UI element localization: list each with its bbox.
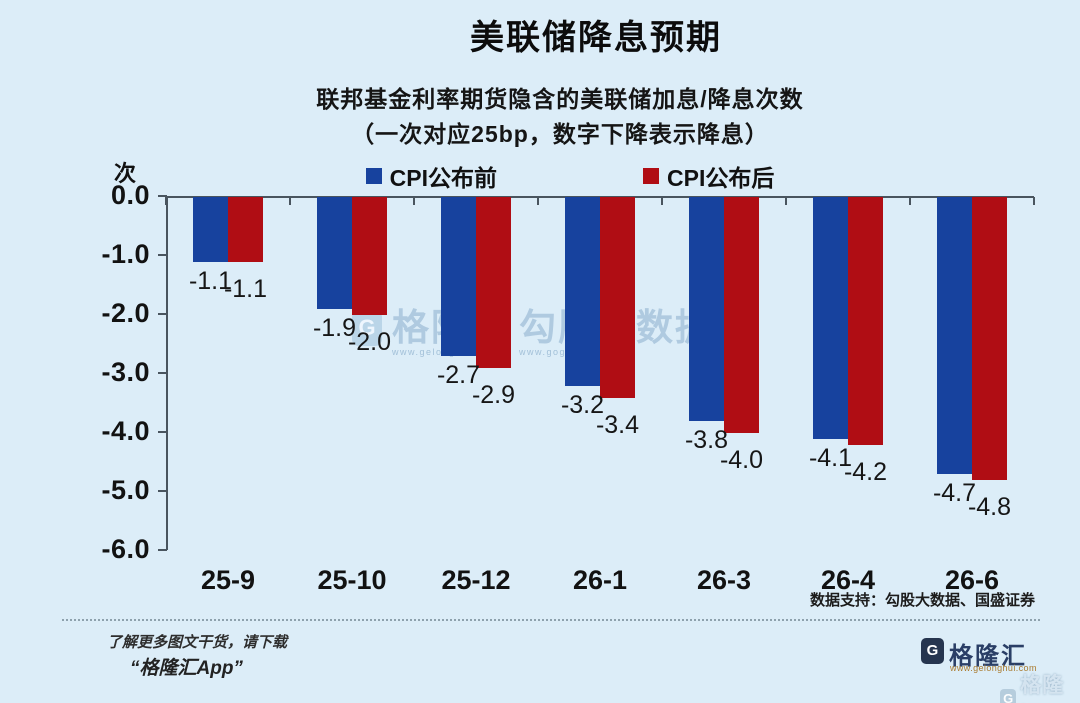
bar-label-after-25-10: -2.0 [347, 328, 392, 356]
bar-cpi-before-26-4 [813, 197, 848, 439]
center-watermark: G 格隆汇 www.gelonghui.com 勾股大数据 www.goguda… [352, 309, 714, 357]
bar-cpi-before-25-12 [441, 197, 476, 356]
x-axis-tick [413, 197, 415, 205]
x-axis-category-26-1: 26-1 [572, 565, 628, 595]
y-axis-tick [158, 195, 167, 197]
x-axis-tick [661, 197, 663, 205]
y-axis-tick-label: -1.0 [101, 239, 150, 269]
legend-swatch-after [643, 168, 659, 184]
bar-label-after-26-1: -3.4 [595, 411, 640, 439]
corner-watermark-text: 格隆汇 [1020, 674, 1065, 697]
bar-cpi-after-26-4 [848, 197, 883, 445]
bar-cpi-after-26-6 [972, 197, 1007, 480]
bar-label-after-26-6: -4.8 [967, 493, 1012, 521]
y-axis-tick [158, 372, 167, 374]
x-axis-category-25-10: 25-10 [317, 565, 387, 595]
bar-label-after-26-3: -4.0 [719, 446, 764, 474]
y-axis-tick [158, 490, 167, 492]
bar-label-before-25-9: -1.1 [188, 267, 233, 295]
legend-swatch-before [365, 168, 382, 184]
x-axis-category-25-9: 25-9 [200, 565, 256, 595]
bar-cpi-before-26-1 [565, 197, 600, 386]
y-axis-tick-label: -6.0 [101, 534, 150, 564]
x-axis-tick [537, 197, 539, 205]
dotted-separator [62, 619, 1040, 621]
x-axis-category-26-6: 26-6 [944, 565, 1000, 595]
bar-label-before-26-3: -3.8 [684, 426, 729, 454]
data-support-note: 数据支持：勾股大数据、国盛证券 [809, 592, 1035, 609]
y-axis-tick-label: -3.0 [101, 357, 150, 387]
y-axis-tick-label: 0.0 [110, 180, 150, 210]
chart-legend: CPI公布前 CPI公布后 [0, 159, 1080, 193]
bar-label-before-25-10: -1.9 [312, 314, 357, 342]
bar-cpi-before-26-3 [689, 197, 724, 421]
y-axis-tick [158, 549, 167, 551]
y-axis-tick [158, 431, 167, 433]
bar-cpi-before-25-10 [317, 197, 352, 309]
x-axis-tick [909, 197, 911, 205]
page-title: 美联储降息预期 [470, 19, 722, 57]
watermark-logo-icon: G [352, 310, 382, 346]
y-axis-tick-label: -2.0 [101, 298, 150, 328]
y-axis-line [166, 196, 168, 550]
x-axis-tick [1033, 197, 1035, 205]
legend-label-after: CPI公布后 [667, 165, 775, 191]
bar-cpi-after-26-3 [724, 197, 759, 433]
y-axis-tick-label: -5.0 [101, 475, 150, 505]
chart-subtitle-line1: 联邦基金利率期货隐含的美联储加息/降息次数 [316, 86, 804, 112]
gelonghui-brand-name: 格隆汇 [949, 643, 1027, 670]
bar-cpi-after-25-9 [228, 197, 263, 262]
bar-label-before-25-12: -2.7 [436, 361, 481, 389]
x-axis-tick [165, 197, 167, 205]
y-axis-tick [158, 313, 167, 315]
bar-cpi-before-26-6 [937, 197, 972, 474]
x-axis-tick [289, 197, 291, 205]
bar-label-before-26-4: -4.1 [808, 444, 853, 472]
x-axis-category-26-3: 26-3 [696, 565, 752, 595]
y-axis-tick-label: -4.0 [101, 416, 150, 446]
promo-text-line2: “格隆汇App” [130, 658, 243, 679]
bar-cpi-before-25-9 [193, 197, 228, 262]
bar-cpi-after-26-1 [600, 197, 635, 398]
x-axis-category-25-12: 25-12 [441, 565, 511, 595]
bar-cpi-after-25-12 [476, 197, 511, 368]
corner-watermark: G 格隆汇 [1000, 669, 1080, 703]
legend-label-before: CPI公布前 [389, 165, 497, 191]
bar-label-after-25-12: -2.9 [471, 381, 516, 409]
bar-label-before-26-6: -4.7 [932, 479, 977, 507]
bar-label-after-26-4: -4.2 [843, 458, 888, 486]
corner-watermark-logo-icon: G [1000, 689, 1017, 703]
y-axis-tick [158, 254, 167, 256]
bar-cpi-after-25-10 [352, 197, 387, 315]
legend-item-cpi-after: CPI公布后 [643, 159, 774, 193]
bar-label-before-26-1: -3.2 [560, 391, 605, 419]
x-axis-category-26-4: 26-4 [820, 565, 876, 595]
y-axis-unit-label: 次 [113, 161, 136, 186]
gelonghui-brand-url: www.gelonghui.com [950, 663, 1037, 673]
promo-text-line1: 了解更多图文干货，请下载 [107, 634, 288, 651]
chart-subtitle-line2: （一次对应25bp，数字下降表示降息） [351, 121, 769, 147]
legend-item-cpi-before: CPI公布前 [365, 159, 497, 193]
gelonghui-logo-icon: G [921, 638, 944, 664]
bar-label-after-25-9: -1.1 [223, 275, 268, 303]
x-axis-tick [785, 197, 787, 205]
